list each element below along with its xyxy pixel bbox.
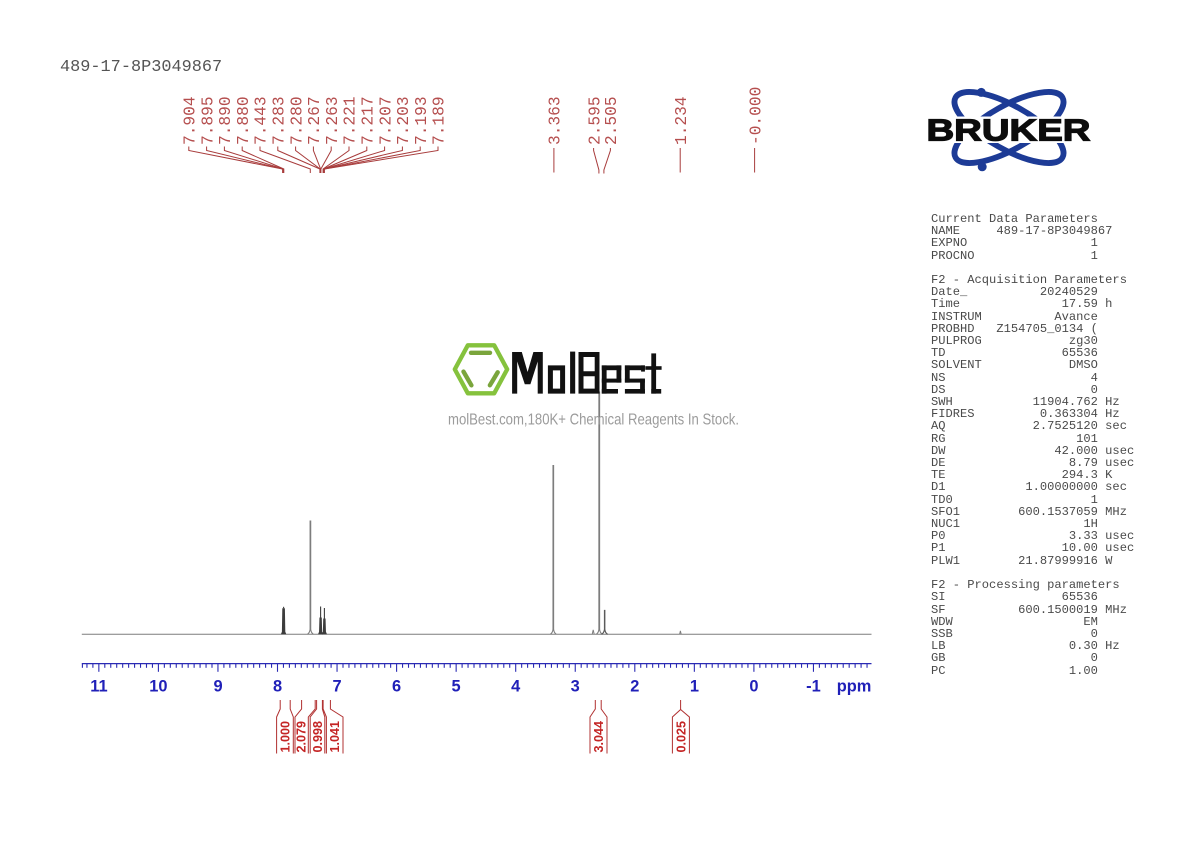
svg-text:5: 5 (452, 678, 461, 696)
svg-text:molBest.com,180K+ Chemical Rea: molBest.com,180K+ Chemical Reagents In S… (448, 412, 739, 429)
svg-text:7.283: 7.283 (271, 96, 289, 145)
svg-text:BRUKER: BRUKER (927, 113, 1091, 147)
svg-text:ppm: ppm (837, 678, 872, 696)
svg-text:-0.000: -0.000 (747, 87, 765, 145)
svg-text:3: 3 (571, 678, 580, 696)
svg-text:2.595: 2.595 (586, 96, 604, 145)
svg-text:7.217: 7.217 (360, 96, 378, 145)
svg-text:3.044: 3.044 (592, 721, 606, 753)
svg-text:7.890: 7.890 (217, 96, 235, 145)
svg-text:7.895: 7.895 (199, 96, 217, 145)
svg-text:4: 4 (511, 678, 521, 696)
svg-text:7.203: 7.203 (395, 96, 413, 145)
svg-text:7: 7 (333, 678, 342, 696)
svg-text:1.000: 1.000 (279, 721, 293, 753)
svg-text:8: 8 (273, 678, 282, 696)
svg-text:7.189: 7.189 (431, 96, 449, 145)
svg-text:1.041: 1.041 (328, 721, 342, 753)
svg-text:-1: -1 (806, 678, 821, 696)
svg-text:7.280: 7.280 (288, 96, 306, 145)
svg-text:7.221: 7.221 (342, 96, 360, 145)
svg-text:2.079: 2.079 (295, 721, 309, 753)
svg-text:1.234: 1.234 (673, 96, 691, 145)
svg-text:6: 6 (392, 678, 401, 696)
svg-text:2.505: 2.505 (603, 96, 621, 145)
svg-text:3.363: 3.363 (547, 96, 565, 145)
svg-text:9: 9 (213, 678, 222, 696)
svg-text:7.904: 7.904 (182, 96, 200, 145)
svg-text:0: 0 (749, 678, 758, 696)
svg-text:7.207: 7.207 (377, 96, 395, 145)
svg-text:11: 11 (90, 678, 107, 696)
svg-text:7.263: 7.263 (324, 96, 342, 145)
svg-text:10: 10 (149, 678, 167, 696)
svg-text:7.880: 7.880 (235, 96, 253, 145)
svg-text:1: 1 (690, 678, 699, 696)
svg-text:7.443: 7.443 (253, 96, 271, 145)
svg-text:7.267: 7.267 (306, 96, 324, 145)
svg-text:0.025: 0.025 (675, 721, 689, 753)
svg-text:2: 2 (630, 678, 639, 696)
svg-text:0.998: 0.998 (311, 721, 325, 753)
svg-text:7.193: 7.193 (413, 96, 431, 145)
